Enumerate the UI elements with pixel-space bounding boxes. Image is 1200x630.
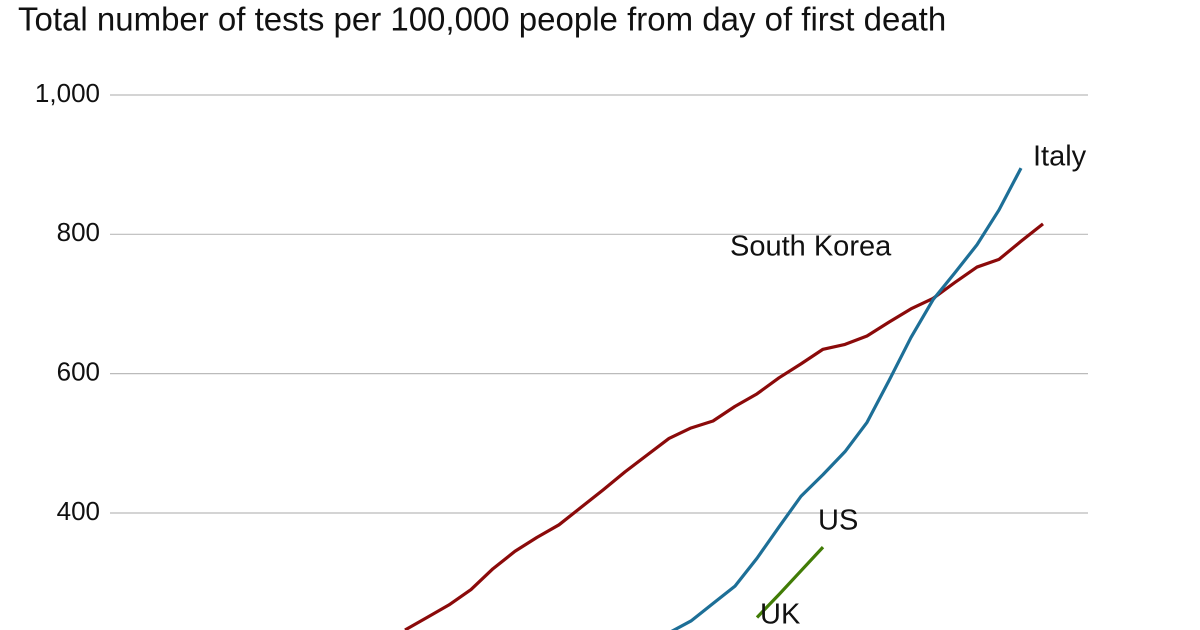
series-label: South Korea — [730, 231, 892, 263]
series-label: Italy — [1033, 141, 1087, 173]
y-tick-label: 1,000 — [35, 78, 100, 108]
series-line — [670, 167, 1023, 630]
series-label: US — [818, 505, 858, 537]
series-line — [755, 546, 825, 619]
y-tick-label: 800 — [57, 217, 100, 247]
series-line — [404, 222, 1044, 630]
y-tick-label: 400 — [57, 496, 100, 526]
chart-title: Total number of tests per 100,000 people… — [18, 1, 946, 38]
y-tick-label: 600 — [57, 357, 100, 387]
series-label: UK — [760, 599, 801, 630]
